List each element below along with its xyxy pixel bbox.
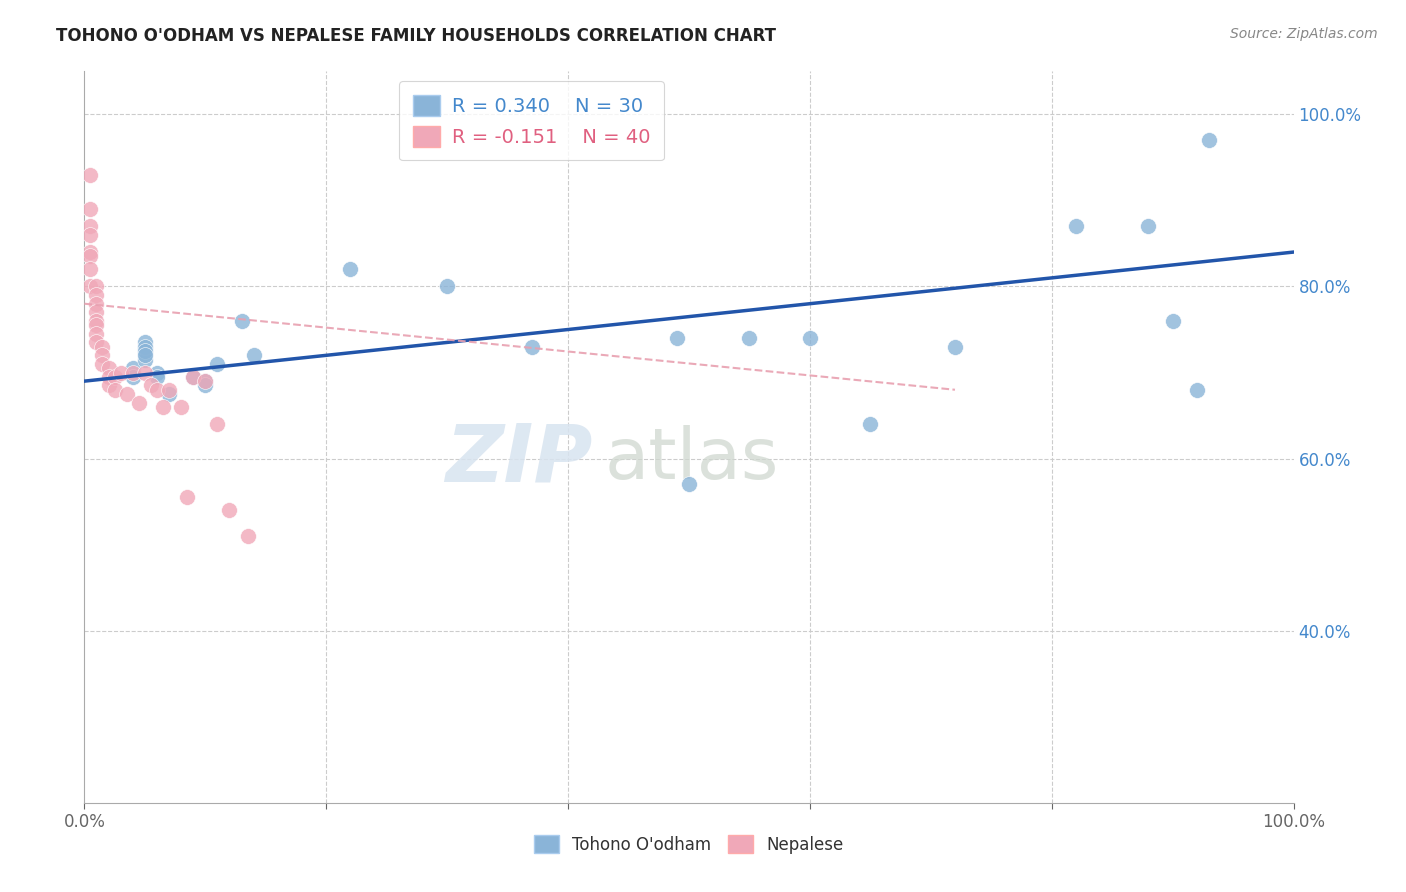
Point <box>1185 383 1208 397</box>
Point <box>181 369 204 384</box>
Point <box>943 340 966 354</box>
Point <box>134 344 156 359</box>
Point <box>86 314 108 328</box>
Point <box>79 245 101 260</box>
Point <box>79 168 101 182</box>
Point <box>121 366 143 380</box>
Point <box>86 318 108 333</box>
Point <box>181 369 204 384</box>
Point <box>1198 133 1220 147</box>
Point <box>520 340 543 354</box>
Point <box>176 491 198 505</box>
Point <box>436 279 458 293</box>
Point <box>79 249 101 263</box>
Point <box>134 348 156 362</box>
Point <box>86 326 108 341</box>
Point <box>152 400 174 414</box>
Point <box>91 357 114 371</box>
Point <box>134 366 156 380</box>
Point <box>115 387 138 401</box>
Point <box>738 331 761 345</box>
Point <box>1064 219 1087 234</box>
Point <box>86 305 108 319</box>
Point <box>104 383 127 397</box>
Point <box>859 417 882 432</box>
Point <box>207 417 229 432</box>
Point <box>79 262 101 277</box>
Text: atlas: atlas <box>605 425 779 493</box>
Point <box>339 262 361 277</box>
Point <box>79 202 101 216</box>
Point <box>146 383 169 397</box>
Point <box>678 477 700 491</box>
Point <box>86 279 108 293</box>
Point <box>121 361 143 376</box>
Point <box>86 296 108 310</box>
Point <box>79 279 101 293</box>
Point <box>231 314 253 328</box>
Point <box>194 378 217 392</box>
Point <box>86 288 108 302</box>
Text: Source: ZipAtlas.com: Source: ZipAtlas.com <box>1230 27 1378 41</box>
Point <box>665 331 688 345</box>
Point <box>134 335 156 350</box>
Point <box>236 529 259 543</box>
Point <box>207 357 229 371</box>
Point <box>91 340 114 354</box>
Point <box>799 331 821 345</box>
Point <box>97 369 120 384</box>
Point <box>146 366 169 380</box>
Point <box>218 503 240 517</box>
Point <box>79 227 101 242</box>
Point <box>194 374 217 388</box>
Point <box>170 400 193 414</box>
Point <box>134 352 156 367</box>
Point <box>194 374 217 388</box>
Point <box>157 383 180 397</box>
Point <box>97 361 120 376</box>
Point <box>121 369 143 384</box>
Point <box>1161 314 1184 328</box>
Text: TOHONO O'ODHAM VS NEPALESE FAMILY HOUSEHOLDS CORRELATION CHART: TOHONO O'ODHAM VS NEPALESE FAMILY HOUSEH… <box>56 27 776 45</box>
Point <box>146 369 169 384</box>
Point <box>157 387 180 401</box>
Point <box>97 378 120 392</box>
Point <box>134 340 156 354</box>
Point <box>104 369 127 384</box>
Point <box>110 366 132 380</box>
Text: ZIP: ZIP <box>444 420 592 498</box>
Point <box>139 378 162 392</box>
Legend: Tohono O'odham, Nepalese: Tohono O'odham, Nepalese <box>527 829 851 860</box>
Point <box>91 348 114 362</box>
Point <box>128 395 150 409</box>
Point <box>242 348 264 362</box>
Point <box>86 335 108 350</box>
Point <box>79 219 101 234</box>
Point <box>1137 219 1160 234</box>
